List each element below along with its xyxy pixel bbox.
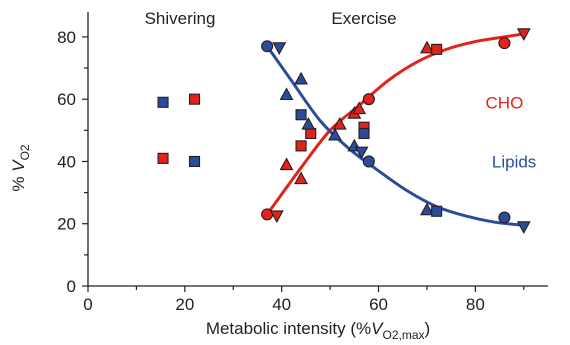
cho-point: [157, 152, 169, 164]
lipids-point: [295, 109, 307, 121]
x-axis-label-suffix: ): [425, 319, 431, 338]
x-tick-label: 40: [272, 295, 291, 314]
series-label-lipids: Lipids: [492, 152, 536, 171]
annotation-shivering: Shivering: [145, 9, 216, 28]
cho-point: [420, 40, 434, 54]
cho-curve: [265, 32, 526, 216]
lipids-point: [157, 96, 169, 108]
y-axis-label-v: V: [9, 159, 28, 172]
chart-labels: CHO Lipids: [486, 93, 537, 171]
lipids-point: [516, 221, 531, 234]
cho-point: [295, 140, 307, 152]
lipids-point: [498, 211, 511, 224]
lipids-point: [279, 87, 294, 101]
cho-point: [279, 157, 294, 171]
lipids-point: [362, 155, 375, 168]
cho-point: [498, 37, 511, 50]
x-tick-label: 60: [369, 295, 388, 314]
cho-point: [188, 93, 201, 105]
x-tick-label: 80: [466, 295, 485, 314]
cho-point: [269, 210, 284, 224]
cho-point: [431, 43, 443, 55]
cho-point: [332, 116, 347, 130]
cho-point: [352, 101, 367, 115]
lipids-point: [431, 205, 443, 217]
cho-point: [516, 28, 531, 41]
y-tick-label: 60: [57, 90, 76, 109]
fit-curves: [265, 32, 526, 227]
y-tick-label: 40: [57, 152, 76, 171]
lipids-point: [420, 202, 434, 216]
y-axis-label-prefix: %: [9, 172, 28, 192]
y-tick-label: 20: [57, 215, 76, 234]
lipids-point: [261, 40, 274, 53]
x-axis-label-prefix: Metabolic intensity (%: [206, 319, 371, 338]
lipids-point: [188, 155, 201, 168]
x-tick-label: 20: [175, 295, 194, 314]
cho-point: [294, 171, 308, 185]
x-axis-label-sub: O2,max: [383, 328, 425, 342]
annotation-exercise: Exercise: [331, 9, 396, 28]
y-tick-label: 80: [57, 28, 76, 47]
x-tick-label: 0: [83, 295, 92, 314]
y-tick-label: 0: [67, 277, 76, 296]
axis-ticks: 0 20 40 60 80 0 20 40 60 80: [57, 28, 525, 314]
cho-point: [305, 127, 317, 139]
lipids-point: [328, 127, 342, 141]
x-axis-label: Metabolic intensity (%VO2,max): [206, 319, 430, 342]
x-axis-label-v: V: [371, 319, 384, 338]
lipids-point: [354, 146, 369, 160]
series-label-cho: CHO: [486, 93, 524, 112]
lipids-point: [301, 116, 316, 130]
data-points: [157, 28, 531, 234]
lipids-point: [358, 127, 370, 139]
lipids-point: [272, 42, 287, 55]
cho-point: [362, 93, 375, 106]
y-axis-label-sub: O2: [18, 144, 32, 160]
lipids-point: [294, 71, 308, 85]
lipids-curve: [265, 44, 526, 227]
y-axis-label: % VO2: [9, 144, 32, 192]
